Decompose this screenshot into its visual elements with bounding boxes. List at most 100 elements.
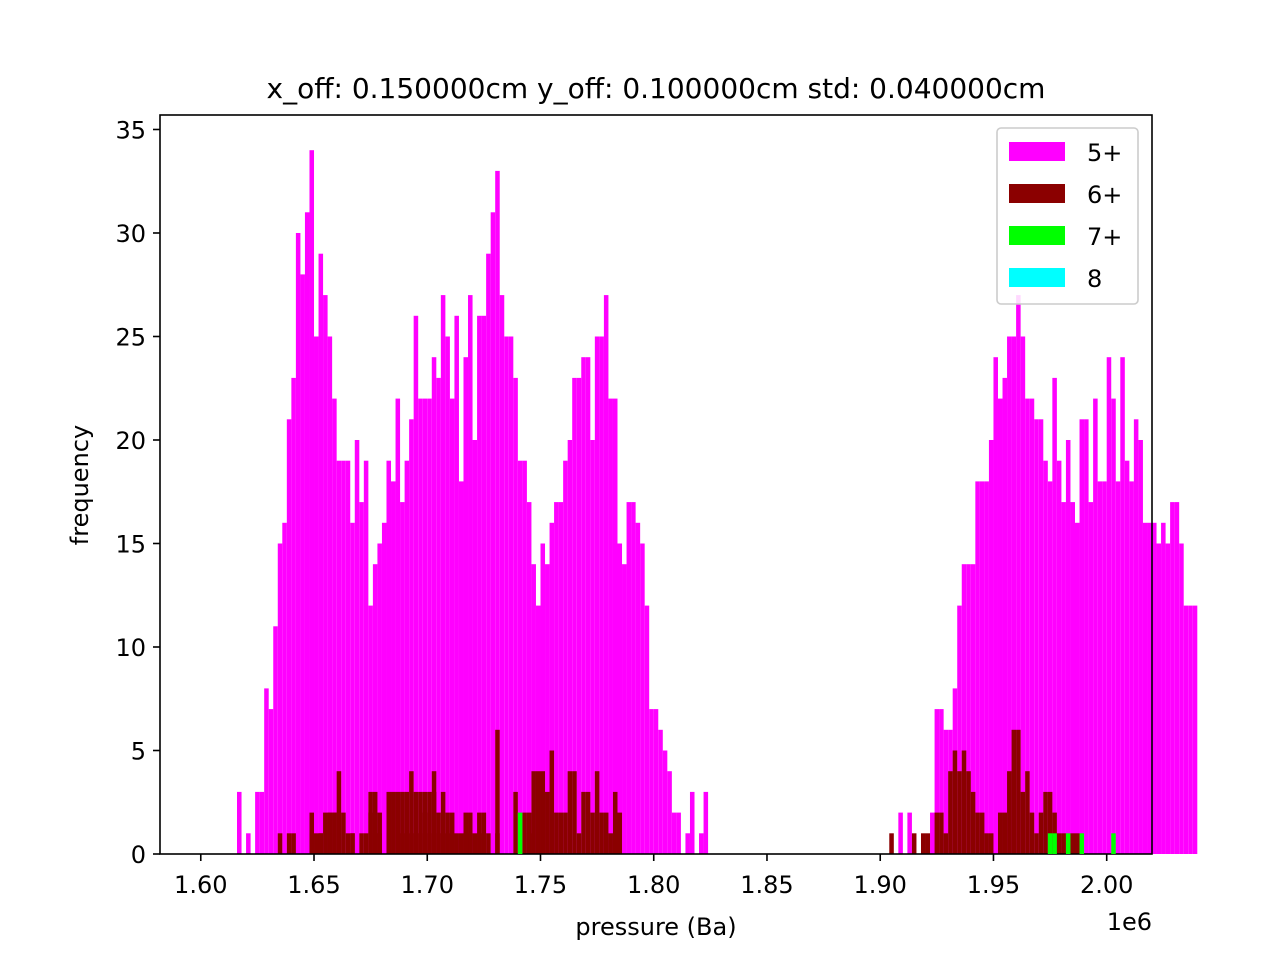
bar [1084, 419, 1089, 854]
bar [554, 812, 559, 854]
series-7plus-bars [517, 812, 1116, 854]
bar [1061, 833, 1066, 854]
x-axis-label: pressure (Ba) [575, 913, 736, 941]
bar [567, 439, 573, 854]
bar [318, 833, 324, 854]
bar [454, 315, 459, 854]
bar [255, 791, 260, 854]
bar [291, 833, 296, 854]
bar [1111, 398, 1116, 854]
bar [1156, 543, 1162, 854]
bar [517, 460, 523, 854]
bar [640, 543, 645, 854]
bar [975, 481, 980, 854]
bar [667, 771, 672, 854]
legend-label: 7+ [1087, 223, 1122, 251]
bar [943, 833, 949, 854]
bar [1011, 336, 1017, 854]
bar [1115, 481, 1121, 854]
bar [440, 295, 446, 855]
legend-swatch [1009, 226, 1065, 245]
bar [545, 564, 550, 854]
bar [649, 709, 654, 854]
bar [372, 564, 378, 854]
bar [1179, 543, 1184, 854]
bar [386, 791, 392, 854]
bar [445, 833, 450, 854]
bar [939, 709, 944, 854]
bar [499, 295, 505, 855]
bar [395, 398, 401, 854]
bar [386, 460, 392, 854]
legend-swatch [1009, 184, 1065, 203]
bar [957, 605, 962, 854]
bar [1034, 833, 1039, 854]
bar [930, 812, 935, 854]
bar [268, 709, 274, 854]
bar [1079, 419, 1085, 854]
bar [535, 771, 541, 854]
bar [273, 626, 278, 854]
bar [1165, 543, 1171, 854]
bar [934, 709, 940, 854]
bar [1016, 729, 1021, 854]
bar [585, 357, 591, 854]
x-tick-label: 2.00 [1080, 871, 1133, 899]
bar [522, 460, 527, 854]
bar [703, 791, 709, 854]
bar [567, 771, 573, 854]
bar [970, 791, 976, 854]
bar [413, 791, 419, 854]
bar [304, 212, 310, 854]
bar [436, 812, 441, 854]
bar [341, 460, 346, 854]
legend-frame [996, 127, 1139, 305]
bar [984, 481, 989, 854]
bar [508, 336, 514, 854]
x-tick-label: 1.95 [967, 871, 1020, 899]
legend: 5+ 6+ 7+ 8 [996, 127, 1139, 305]
bar [540, 771, 546, 854]
bar [295, 232, 301, 855]
bar [545, 791, 550, 854]
bar [1106, 357, 1112, 854]
bar [531, 564, 536, 854]
bar [1079, 833, 1085, 854]
bar [381, 522, 387, 854]
bar [612, 398, 618, 854]
bar [490, 212, 496, 854]
bar [1188, 605, 1193, 854]
bar [1034, 419, 1039, 854]
bar [300, 274, 305, 854]
bar [372, 833, 378, 854]
bar [400, 502, 405, 854]
bar [939, 812, 944, 854]
bar [395, 791, 401, 854]
bar [658, 729, 663, 854]
bar [345, 833, 351, 854]
bar [1061, 502, 1066, 854]
x-tick-label: 1.75 [514, 871, 567, 899]
bar [468, 295, 473, 855]
bar [1047, 833, 1053, 854]
bar [961, 750, 967, 854]
bar [463, 812, 469, 854]
bar [603, 295, 609, 855]
bar [336, 771, 342, 854]
bar [404, 460, 410, 854]
bar [535, 605, 541, 854]
bar [336, 460, 342, 854]
bar [952, 750, 958, 854]
bar [594, 336, 600, 854]
bar [1174, 502, 1180, 854]
bar [907, 812, 912, 854]
bar [993, 357, 998, 854]
bar [359, 502, 364, 854]
y-axis-ticks: 0 5 10 15 20 25 30 35 [115, 116, 160, 869]
bar [318, 253, 324, 854]
bar [495, 729, 500, 854]
bar [1124, 460, 1130, 854]
bar [1065, 439, 1071, 854]
bar [309, 150, 315, 854]
